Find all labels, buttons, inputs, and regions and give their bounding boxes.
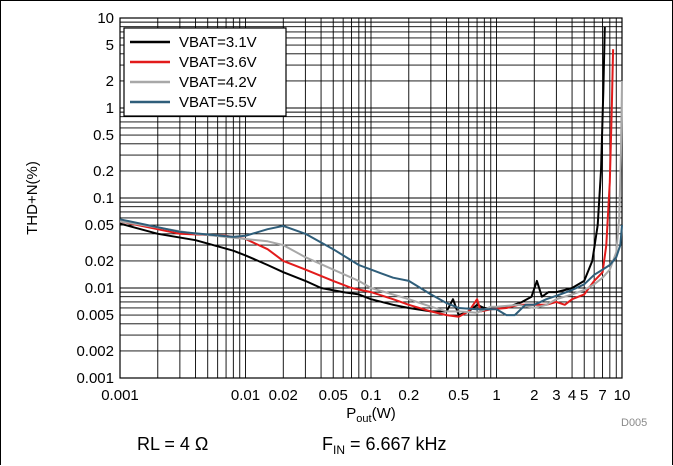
x-tick-label: 0.2 [398,387,419,404]
legend-label-1: VBAT=3.1V [179,34,257,51]
input-frequency-symbol: F [322,434,333,454]
x-tick-label: 0.01 [231,387,260,404]
y-tick-label: 5 [106,37,114,54]
input-frequency-subscript: IN [333,443,345,457]
x-tick-label: 2 [530,387,538,404]
x-tick-label: 0.001 [101,387,139,404]
y-axis-title: THD+N(%) [24,161,41,235]
y-tick-label: 0.02 [85,253,114,270]
y-tick-label: 0.1 [93,190,114,207]
x-tick-label: 0.02 [269,387,298,404]
series-line-4 [119,218,623,317]
series-line-3 [119,80,623,314]
figure-id: D005 [621,417,648,429]
y-tick-label: 10 [97,10,114,27]
y-tick-label: 0.002 [76,343,114,360]
x-axis-title-main: P [346,405,356,422]
y-tick-label: 1 [106,100,114,117]
y-tick-label: 0.5 [93,127,114,144]
legend-label-3: VBAT=4.2V [179,74,257,91]
x-tick-label: 5 [580,387,588,404]
x-axis-title-unit: (W) [372,405,396,422]
input-frequency-note: FIN = 6.667 kHz [322,434,447,457]
x-tick-label: 10 [614,387,631,404]
plot-border [119,17,623,379]
y-tick-label: 0.2 [93,163,114,180]
x-tick-label: 3 [552,387,560,404]
x-tick-label: 1 [492,387,500,404]
x-tick-label: 0.05 [319,387,348,404]
legend-label-2: VBAT=3.6V [179,54,257,71]
x-tick-label: 0.1 [361,387,382,404]
legend-label-4: VBAT=5.5V [179,94,257,111]
y-tick-label: 0.001 [76,370,114,387]
x-tick-label: 0.5 [448,387,469,404]
x-axis-title: Pout(W) [346,405,395,425]
y-tick-label: 0.05 [85,217,114,234]
x-tick-label: 7 [598,387,606,404]
load-resistance-note: RL = 4 Ω [137,434,209,454]
input-frequency-value: = 6.667 kHz [345,434,447,454]
x-tick-label: 4 [568,387,576,404]
x-axis-title-subscript: out [356,413,371,425]
y-tick-label: 2 [106,73,114,90]
y-tick-label: 0.005 [76,307,114,324]
y-tick-label: 0.01 [85,280,114,297]
